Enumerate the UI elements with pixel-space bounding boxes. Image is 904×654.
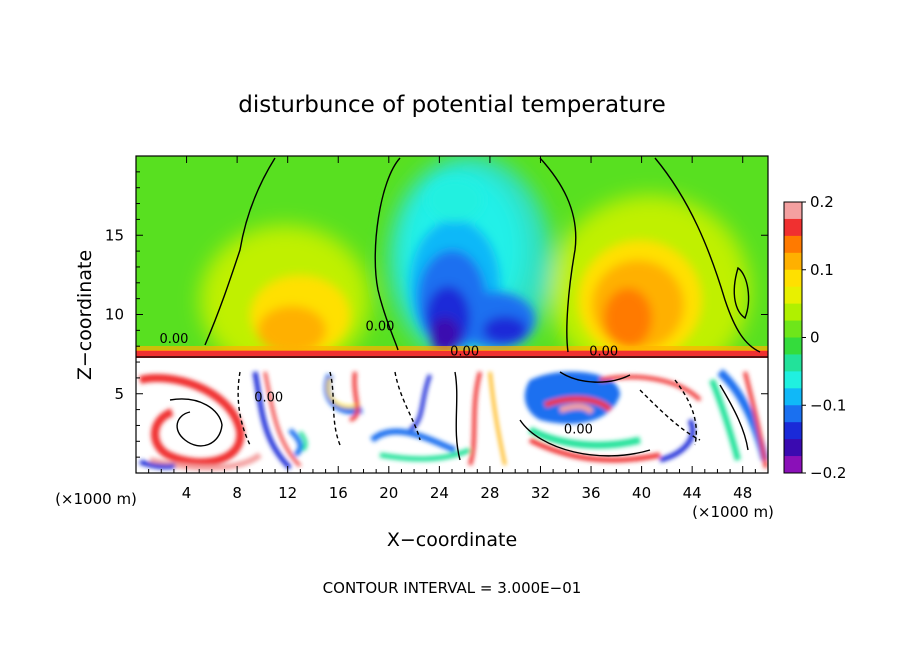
y-axis-label: Z−coordinate (74, 250, 96, 380)
lower-swirl-left (138, 374, 245, 467)
colorbar-swatch (784, 337, 802, 355)
contour-label: 0.00 (159, 332, 188, 347)
colorbar-swatch (784, 218, 802, 237)
contour-label: 0.00 (365, 319, 394, 334)
plot-area: 0.00 0.00 0.00 0.00 0.00 0.00 (136, 156, 768, 473)
colorbar-swatch (784, 286, 802, 305)
warm-core-right-inner (604, 288, 652, 348)
contour-label: 0.00 (254, 391, 283, 406)
x-unit-right: (×1000 m) (692, 503, 774, 521)
colorbar-swatch (784, 252, 802, 271)
contour-cold-left (374, 157, 401, 351)
x-unit-left: (×1000 m) (55, 490, 137, 508)
colorbar-swatch (784, 269, 802, 288)
y-tick-label: 5 (114, 385, 124, 403)
chart-title: disturbunce of potential temperature (238, 92, 666, 118)
contour-lines (136, 157, 768, 461)
cold-top-patch (427, 178, 483, 222)
x-tick-label: 48 (733, 484, 752, 502)
colorbar-swatch (784, 202, 802, 220)
x-tick-label: 16 (329, 484, 348, 502)
x-tick-label: 44 (683, 484, 702, 502)
y-tick-label: 15 (105, 226, 124, 244)
y-axis: 5 10 15 (105, 171, 768, 458)
x-axis-label: X−coordinate (387, 529, 517, 551)
contour-upper-left (204, 157, 276, 346)
colorbar-swatch (784, 422, 802, 440)
colorbar-tick-label: −0.1 (810, 396, 846, 414)
cold-core-e (430, 317, 460, 353)
colorbar-swatch (784, 439, 802, 457)
lower-blue-band-a (252, 371, 292, 470)
contour-small-loop (733, 266, 750, 320)
colorbar-tick-label: 0.2 (810, 193, 834, 211)
inversion-layer (136, 350, 768, 358)
warm-core-left-inner (258, 306, 326, 354)
x-tick-label: 36 (581, 484, 600, 502)
y-tick-label: 10 (105, 306, 124, 324)
contour-label: 0.00 (564, 422, 593, 437)
contour-cold-right (539, 157, 577, 353)
x-tick-label: 28 (480, 484, 499, 502)
colorbar-swatch (784, 456, 802, 474)
x-tick-label: 4 (182, 484, 192, 502)
x-tick-label: 8 (232, 484, 242, 502)
lower-blue-band-c (408, 374, 432, 432)
x-tick-label: 32 (531, 484, 550, 502)
contour-label: 0.00 (589, 345, 618, 360)
contour-label: 0.00 (450, 345, 479, 360)
colorbar-swatch (784, 405, 802, 423)
colorbar-swatch (784, 320, 802, 338)
cold-core-f (483, 316, 527, 344)
colorbar-swatch (784, 388, 802, 406)
contour-labels: 0.00 0.00 0.00 0.00 0.00 0.00 (159, 319, 618, 437)
colorbar-swatch (784, 235, 802, 254)
colorbar-swatch (784, 354, 802, 372)
x-axis: 4 8 12 16 20 24 28 32 36 40 44 48 (148, 156, 756, 502)
colorbar-swatch (784, 303, 802, 322)
contour-interval-note: CONTOUR INTERVAL = 3.000E−01 (323, 579, 582, 597)
colorbar-swatch (784, 371, 802, 389)
contour-upper-right (654, 157, 761, 353)
colorbar: 0.2 0.1 0 −0.1 −0.2 (783, 193, 846, 482)
x-tick-label: 24 (430, 484, 449, 502)
x-tick-label: 12 (278, 484, 297, 502)
colorbar-tick-label: 0.1 (810, 261, 834, 279)
x-tick-label: 20 (379, 484, 398, 502)
x-tick-label: 40 (632, 484, 651, 502)
colorbar-tick-label: −0.2 (810, 464, 846, 482)
colorbar-tick-label: 0 (810, 329, 820, 347)
